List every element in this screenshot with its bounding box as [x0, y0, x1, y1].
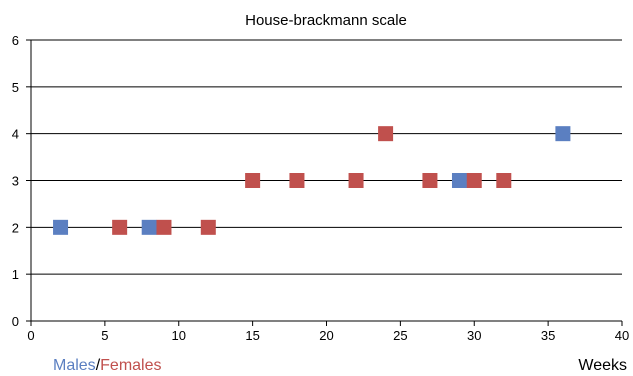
data-points — [53, 126, 571, 235]
x-tick-label-10: 10 — [172, 328, 186, 343]
point-males-29-3 — [451, 173, 467, 188]
point-females-30-3 — [466, 173, 482, 188]
point-females-24-4 — [378, 126, 394, 142]
legend-males: Males — [53, 357, 96, 374]
y-tick-label-6: 6 — [12, 33, 19, 48]
point-females-27-3 — [422, 173, 438, 188]
x-tick-label-30: 30 — [467, 328, 481, 343]
x-axis-label: Weeks — [578, 357, 627, 374]
x-tick-label-40: 40 — [615, 328, 629, 343]
point-females-12-2 — [200, 219, 216, 235]
point-males-36-4 — [555, 126, 571, 142]
point-females-22-3 — [348, 173, 364, 188]
legend-females: Females — [100, 357, 162, 374]
legend: Males/Females — [53, 357, 162, 375]
point-females-32-3 — [496, 173, 512, 188]
point-females-9-2 — [156, 219, 172, 235]
x-tick-label-0: 0 — [27, 328, 34, 343]
point-females-18-3 — [289, 173, 305, 188]
y-tick-label-1: 1 — [12, 267, 19, 282]
y-tick-label-2: 2 — [12, 220, 19, 235]
x-tick-label-5: 5 — [101, 328, 108, 343]
y-tick-label-0: 0 — [12, 314, 19, 329]
x-tick-label-35: 35 — [541, 328, 555, 343]
point-females-6-2 — [112, 219, 128, 235]
x-tick-label-20: 20 — [319, 328, 333, 343]
y-tick-label-4: 4 — [12, 127, 19, 142]
y-tick-label-5: 5 — [12, 80, 19, 95]
point-females-15-3 — [245, 173, 261, 188]
x-tick-label-15: 15 — [245, 328, 259, 343]
point-males-8-2 — [141, 219, 157, 235]
y-axis-ticks: 0 1 2 3 4 5 6 — [12, 33, 31, 329]
x-axis-ticks: 0 5 10 15 20 25 30 35 40 — [27, 321, 629, 343]
point-males-2-2 — [53, 219, 69, 235]
x-tick-label-25: 25 — [393, 328, 407, 343]
chart-title: House-brackmann scale — [245, 12, 407, 29]
gridlines — [31, 39, 622, 275]
y-tick-label-3: 3 — [12, 174, 19, 189]
legend-separator: / — [95, 357, 101, 374]
